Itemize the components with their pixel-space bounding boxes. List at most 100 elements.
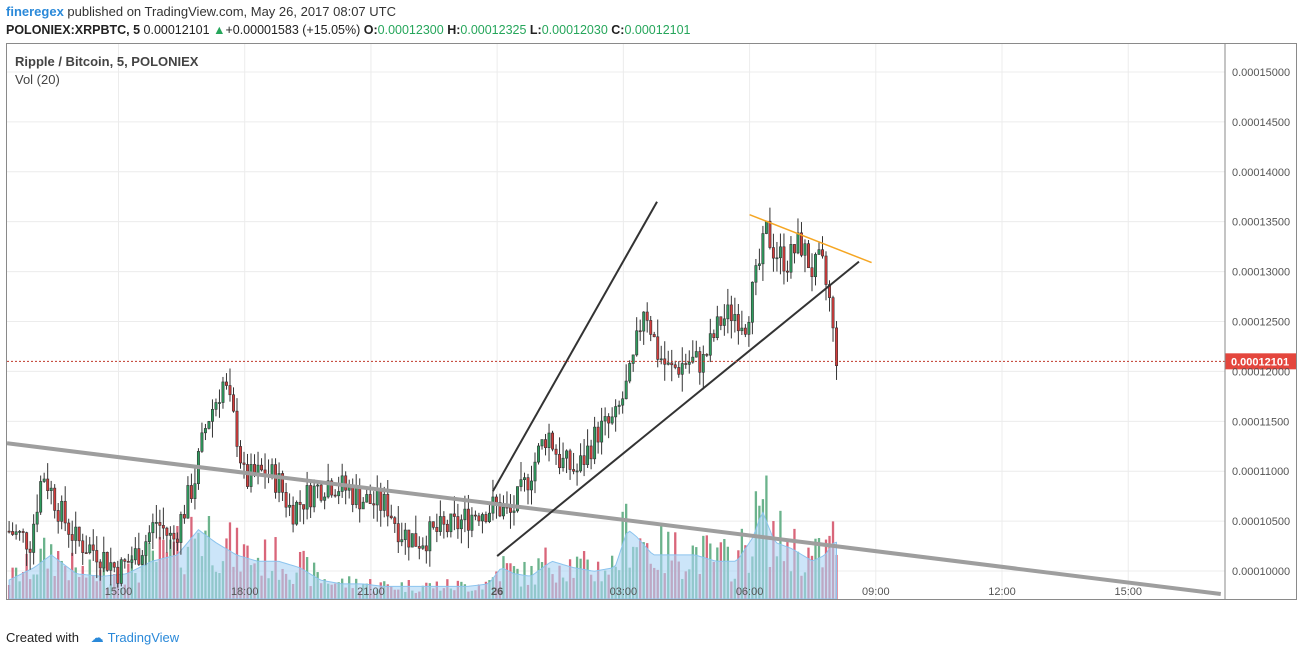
candle-body (91, 544, 95, 551)
candle-body (21, 531, 25, 533)
candle-body (214, 402, 218, 410)
candle-body (168, 532, 172, 536)
candle-body (670, 362, 674, 366)
price-tick-label: 0.00011000 (1232, 466, 1289, 478)
candle-body (502, 506, 505, 517)
candle-body (288, 504, 292, 508)
candle-body (509, 507, 512, 513)
candle-body (712, 333, 716, 339)
candle-body (32, 523, 36, 553)
candle-body (211, 409, 214, 422)
candle-body (621, 398, 625, 406)
candle-body (438, 516, 442, 532)
candle-body (53, 487, 57, 511)
candle-body (785, 270, 789, 273)
candle-body (312, 485, 316, 508)
price-chart[interactable]: 0.00012101 0.00015000 0.00014500 0.00014000… (7, 44, 1296, 599)
axes: 0.00012101 0.00015000 0.00014500 0.00014000… (7, 44, 1296, 599)
candle-body (284, 492, 288, 508)
candle-body (824, 255, 828, 285)
candle-body (596, 426, 600, 443)
candle-body (186, 485, 190, 519)
candle-body (60, 500, 64, 522)
candle-body (638, 330, 642, 333)
candle-body (684, 363, 688, 365)
candle-body (729, 304, 733, 321)
time-tick-label: 06:00 (736, 586, 764, 598)
candle-body (400, 539, 404, 543)
candle-body (477, 515, 481, 522)
candle-body (351, 487, 355, 505)
candle-body (291, 504, 295, 525)
candle-body (817, 249, 821, 255)
candle-body (733, 314, 737, 321)
candle-body (452, 513, 456, 517)
price-change: +0.00001583 (+15.05%) (225, 23, 361, 37)
candle-body (747, 321, 751, 335)
candle-body (316, 484, 320, 487)
candle-body (736, 314, 740, 332)
candle-body (645, 311, 649, 321)
candle-body (498, 502, 502, 517)
candle-body (295, 501, 299, 525)
candle-body (281, 473, 285, 493)
candle-body (789, 244, 793, 273)
tradingview-link[interactable]: TradingView (107, 630, 180, 645)
candle-body (193, 483, 197, 499)
candle-body (126, 561, 130, 563)
candle-body (807, 243, 810, 269)
candle-body (835, 327, 838, 366)
candle-body (105, 551, 109, 571)
tradingview-logo-icon[interactable]: ☁ (90, 630, 104, 645)
candle-body (551, 432, 554, 450)
candle-body (81, 540, 85, 553)
high-value: 0.00012325 (460, 23, 527, 37)
low-label: L: (529, 23, 542, 37)
candle-body (424, 545, 428, 552)
candle-body (344, 475, 348, 491)
candle-body (319, 484, 323, 501)
current-price-tag (1225, 353, 1296, 370)
time-tick-label: 15:00 (1114, 586, 1142, 598)
created-with-text: Created with (6, 630, 79, 645)
drawings[interactable] (7, 201, 1222, 596)
candle-body (232, 394, 235, 412)
candle-body (165, 527, 169, 536)
candle-body (568, 450, 572, 470)
price-tick-label: 0.00014500 (1232, 117, 1290, 129)
candle-body (379, 489, 383, 511)
candle-body (652, 334, 656, 338)
candle-body (382, 494, 386, 511)
candle-body (49, 487, 53, 492)
candle-body (821, 249, 824, 257)
candle-body (140, 555, 144, 565)
candle-body (309, 485, 313, 508)
publish-header: fineregex published on TradingView.com, … (6, 4, 396, 20)
candle-body (46, 478, 50, 492)
candle-body (396, 523, 400, 543)
chart-frame[interactable]: 0.00012101 0.00015000 0.00014500 0.00014000… (6, 43, 1297, 600)
candle-body (95, 550, 99, 563)
candle-body (480, 514, 484, 522)
candle-body (442, 516, 446, 525)
time-tick-label: 09:00 (862, 586, 890, 598)
up-arrow-icon: ▲ (213, 23, 226, 37)
candle-body (358, 486, 362, 510)
candle-body (459, 519, 463, 530)
candle-body (708, 333, 712, 356)
candle-body (421, 545, 425, 549)
candle-body (526, 477, 530, 491)
candle-body (431, 521, 435, 528)
resistance-line (749, 213, 872, 264)
author-name[interactable]: fineregex (6, 4, 64, 19)
candle-body (98, 561, 102, 569)
candle-body (715, 316, 719, 339)
volume-ma-area (8, 511, 838, 599)
candle-body (333, 494, 337, 497)
candle-body (246, 464, 249, 487)
candle-body (88, 544, 92, 554)
candle-body (84, 552, 88, 554)
candle-body (593, 426, 597, 460)
candle-body (680, 363, 684, 375)
candle-body (225, 381, 228, 386)
